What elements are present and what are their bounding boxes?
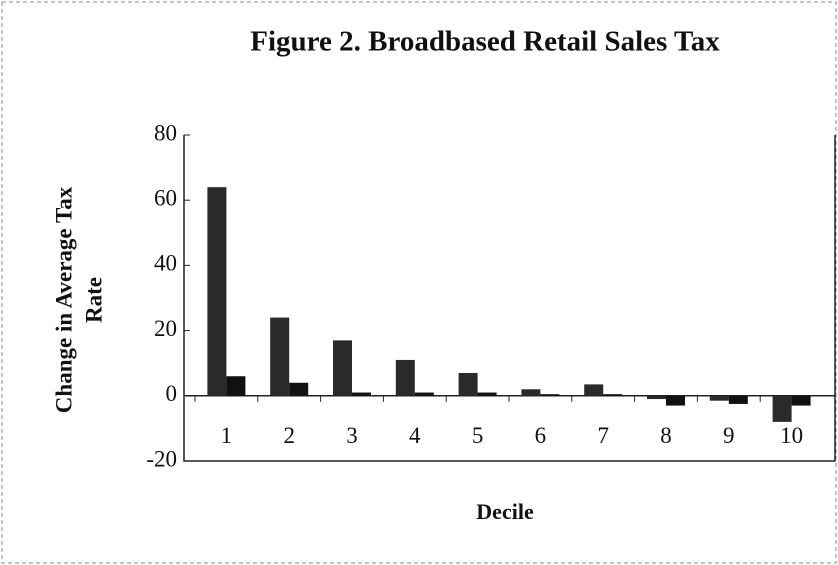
y-tick-label: 0	[166, 381, 178, 406]
bar	[791, 395, 811, 406]
bar	[289, 382, 309, 396]
bar	[709, 395, 729, 401]
y-tick-label: 80	[154, 120, 177, 145]
plot-frame	[183, 135, 836, 462]
x-tick-label: 4	[409, 423, 421, 448]
x-tick-label: 7	[597, 423, 609, 448]
x-tick-label: 3	[346, 423, 358, 448]
y-tick-label: 60	[154, 185, 177, 210]
bar	[540, 394, 560, 396]
bar	[603, 394, 623, 396]
x-axis-label: Decile	[476, 499, 534, 524]
y-axis-label-line: Change in Average Tax	[51, 186, 76, 413]
bar	[333, 340, 352, 396]
bar	[414, 392, 434, 396]
bar	[647, 395, 666, 400]
bar	[666, 395, 685, 406]
bar	[270, 317, 290, 396]
bar	[207, 187, 227, 396]
bar	[226, 376, 246, 396]
y-tick-label: 40	[154, 251, 177, 276]
bar	[521, 389, 541, 396]
x-tick-label: 9	[723, 423, 735, 448]
bar	[352, 392, 371, 396]
x-tick-label: 6	[535, 423, 547, 448]
x-tick-label: 8	[660, 423, 672, 448]
chart-title: Figure 2. Broadbased Retail Sales Tax	[250, 26, 720, 58]
bar	[772, 395, 792, 422]
x-tick-label: 2	[283, 423, 295, 448]
bar	[477, 392, 497, 396]
bar	[458, 372, 478, 396]
y-tick-label: -20	[146, 446, 177, 471]
y-axis-label: Change in Average Tax Rate	[51, 186, 106, 413]
bar	[728, 395, 748, 404]
y-axis-label-line: Rate	[81, 277, 106, 323]
bar	[584, 384, 604, 396]
x-tick-label: 1	[221, 423, 233, 448]
x-tick-label: 10	[780, 423, 803, 448]
x-tick-label: 5	[472, 423, 484, 448]
bar	[395, 359, 415, 396]
y-tick-label: 20	[154, 316, 177, 341]
